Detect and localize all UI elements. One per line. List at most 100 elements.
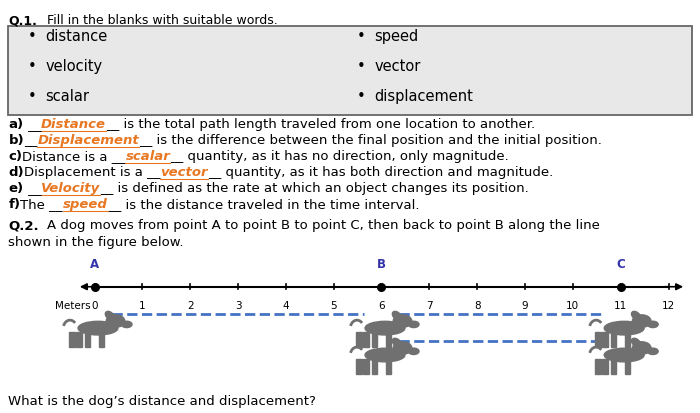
Text: Distance: Distance <box>41 117 106 131</box>
Text: What is the dog’s distance and displacement?: What is the dog’s distance and displacem… <box>8 394 316 407</box>
FancyBboxPatch shape <box>372 331 377 347</box>
Ellipse shape <box>393 315 412 328</box>
Text: __ is defined as the rate at which an object changes its position.: __ is defined as the rate at which an ob… <box>100 182 529 195</box>
Text: speed: speed <box>374 28 419 43</box>
Text: __ quantity, as it has no direction, only magnitude.: __ quantity, as it has no direction, onl… <box>170 150 509 163</box>
Text: __ quantity, as it has both direction and magnitude.: __ quantity, as it has both direction an… <box>208 166 553 179</box>
FancyBboxPatch shape <box>372 358 377 374</box>
Text: __: __ <box>24 182 41 195</box>
Text: 7: 7 <box>426 300 433 310</box>
Ellipse shape <box>632 315 651 328</box>
Text: Q.2.: Q.2. <box>8 218 39 232</box>
Text: scalar: scalar <box>125 150 170 163</box>
Text: __: __ <box>24 117 41 131</box>
FancyBboxPatch shape <box>363 359 369 374</box>
Ellipse shape <box>78 321 118 335</box>
Text: Fill in the blanks with suitable words.: Fill in the blanks with suitable words. <box>47 14 278 27</box>
Text: Meters: Meters <box>55 300 91 310</box>
Text: 5: 5 <box>330 300 337 310</box>
Text: 0: 0 <box>91 300 98 310</box>
Ellipse shape <box>105 311 115 320</box>
FancyBboxPatch shape <box>625 358 631 374</box>
FancyBboxPatch shape <box>356 359 362 374</box>
FancyBboxPatch shape <box>386 358 391 374</box>
Text: speed: speed <box>63 198 108 211</box>
Text: A dog moves from point A to point B to point C, then back to point B along the l: A dog moves from point A to point B to p… <box>47 218 600 232</box>
Text: __ is the difference between the final position and the initial position.: __ is the difference between the final p… <box>139 133 602 147</box>
Ellipse shape <box>393 342 412 354</box>
Ellipse shape <box>365 321 405 335</box>
Text: vector: vector <box>160 166 208 179</box>
FancyBboxPatch shape <box>596 332 601 347</box>
FancyBboxPatch shape <box>611 331 617 347</box>
FancyBboxPatch shape <box>596 359 601 374</box>
Text: 10: 10 <box>566 300 580 310</box>
Text: __ is the distance traveled in the time interval.: __ is the distance traveled in the time … <box>108 198 419 211</box>
Text: displacement: displacement <box>374 89 473 104</box>
Text: Displacement: Displacement <box>37 133 139 147</box>
Text: distance: distance <box>46 28 108 43</box>
Text: 8: 8 <box>474 300 480 310</box>
Ellipse shape <box>648 348 658 355</box>
Text: Displacement is a __: Displacement is a __ <box>24 166 160 179</box>
FancyBboxPatch shape <box>611 358 617 374</box>
Text: vector: vector <box>374 59 421 74</box>
Ellipse shape <box>408 348 419 355</box>
Ellipse shape <box>648 321 658 328</box>
Ellipse shape <box>632 342 651 354</box>
Text: Q.1.: Q.1. <box>8 14 37 27</box>
Text: d): d) <box>8 166 24 179</box>
Text: c): c) <box>8 150 22 163</box>
Text: 1: 1 <box>139 300 146 310</box>
Text: 3: 3 <box>234 300 241 310</box>
Text: A: A <box>90 258 99 271</box>
Ellipse shape <box>631 338 640 347</box>
Text: The __: The __ <box>20 198 63 211</box>
Text: 2: 2 <box>187 300 193 310</box>
Text: shown in the figure below.: shown in the figure below. <box>8 235 184 248</box>
Ellipse shape <box>408 321 419 328</box>
Text: e): e) <box>8 182 24 195</box>
Ellipse shape <box>604 349 644 362</box>
Text: •: • <box>357 89 365 104</box>
Ellipse shape <box>121 321 132 328</box>
Ellipse shape <box>604 321 644 335</box>
Text: C: C <box>616 258 625 271</box>
Ellipse shape <box>365 349 405 362</box>
Text: a): a) <box>8 117 24 131</box>
Text: 4: 4 <box>283 300 289 310</box>
Text: B: B <box>377 258 386 271</box>
Ellipse shape <box>106 315 125 328</box>
FancyBboxPatch shape <box>69 332 75 347</box>
FancyBboxPatch shape <box>8 27 692 116</box>
Text: velocity: velocity <box>46 59 103 74</box>
Text: •: • <box>357 28 365 43</box>
FancyBboxPatch shape <box>603 332 608 347</box>
Text: __: __ <box>24 133 37 147</box>
FancyBboxPatch shape <box>625 331 631 347</box>
Text: •: • <box>357 59 365 74</box>
FancyBboxPatch shape <box>99 331 104 347</box>
FancyBboxPatch shape <box>76 332 82 347</box>
Text: 9: 9 <box>522 300 528 310</box>
Text: b): b) <box>8 133 24 147</box>
Text: •: • <box>28 59 36 74</box>
Text: scalar: scalar <box>46 89 90 104</box>
Ellipse shape <box>631 311 640 320</box>
Text: •: • <box>28 89 36 104</box>
Ellipse shape <box>392 311 402 320</box>
FancyBboxPatch shape <box>386 331 391 347</box>
Text: f): f) <box>8 198 20 211</box>
Text: 11: 11 <box>614 300 627 310</box>
FancyBboxPatch shape <box>603 359 608 374</box>
Text: 6: 6 <box>378 300 385 310</box>
Text: Velocity: Velocity <box>41 182 100 195</box>
FancyBboxPatch shape <box>363 332 369 347</box>
FancyBboxPatch shape <box>356 332 362 347</box>
FancyBboxPatch shape <box>85 331 90 347</box>
Text: __ is the total path length traveled from one location to another.: __ is the total path length traveled fro… <box>106 117 535 131</box>
Ellipse shape <box>392 338 402 347</box>
Text: Distance is a __: Distance is a __ <box>22 150 125 163</box>
Text: 12: 12 <box>662 300 675 310</box>
Text: •: • <box>28 28 36 43</box>
